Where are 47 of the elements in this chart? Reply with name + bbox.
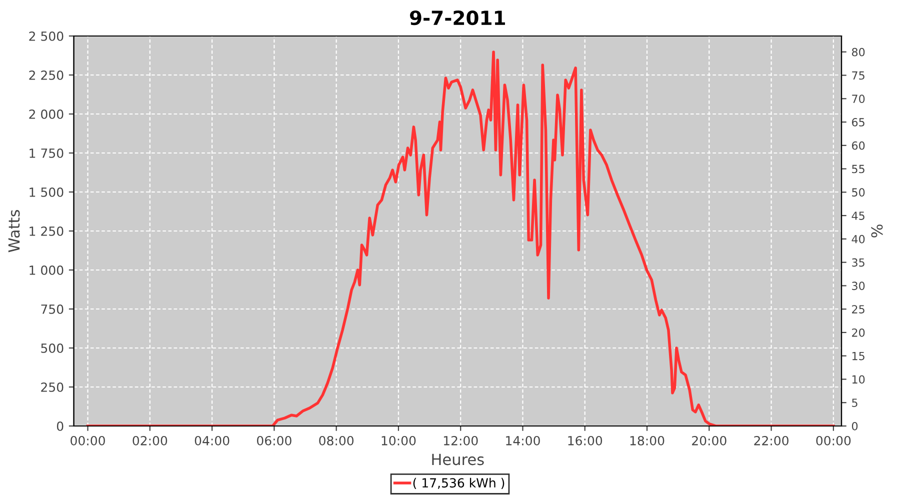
y2-tick-label: 35 [852, 258, 864, 267]
y2-tick-label: 30 [852, 282, 865, 290]
y2-tick-label: 50 [852, 188, 865, 197]
y-tick-label: 1 750 [30, 148, 64, 158]
y2-tick-label: 0 [852, 422, 858, 430]
y-tick-label: 2 000 [29, 109, 64, 119]
y2-tick-label: 20 [852, 328, 865, 337]
y2-tick-label: 75 [852, 71, 864, 80]
y2-tick-label: 70 [852, 94, 865, 104]
x-tick-label: 00:00 [70, 436, 105, 446]
y2-tick-label: 5 [852, 398, 858, 407]
y-tick-label: 1 000 [30, 265, 64, 275]
x-tick-label: 16:00 [568, 436, 602, 446]
y-tick-label: 500 [41, 343, 64, 353]
y2-tick-label: 15 [852, 352, 864, 360]
x-tick-label: 14:00 [506, 436, 540, 446]
y2-tick-label: 45 [852, 212, 864, 220]
y-axis-title: Watts [8, 210, 20, 252]
line-series [86, 50, 835, 426]
x-tick-label: 08:00 [319, 436, 354, 446]
chart-title: 9-7-2011 [410, 10, 505, 26]
x-tick-label: 02:00 [132, 436, 168, 446]
y2-tick-label: 40 [852, 234, 865, 244]
x-tick-label: 22:00 [754, 436, 788, 446]
y2-axis-title: % [871, 224, 883, 238]
y-tick-label: 1 250 [30, 226, 64, 236]
legend-label: ( 17,536 kWh ) [413, 478, 504, 490]
x-axis-title: Heures [432, 454, 484, 466]
y-tick-label: 0 [56, 421, 64, 431]
y2-tick-label: 60 [852, 141, 865, 150]
x-tick-label: 00:00 [816, 436, 851, 446]
x-tick-label: 20:00 [692, 436, 726, 446]
y-tick-label: 250 [41, 382, 64, 392]
x-tick-label: 04:00 [194, 436, 230, 446]
x-tick-label: 06:00 [257, 436, 292, 446]
x-tick-label: 12:00 [444, 436, 478, 446]
y-tick-label: 2 500 [29, 31, 64, 41]
y2-tick-label: 10 [852, 375, 865, 384]
y2-tick-label: 80 [852, 48, 865, 56]
x-tick-label: 18:00 [630, 436, 664, 446]
y2-tick-label: 65 [852, 118, 864, 126]
y-tick-label: 2 250 [29, 70, 64, 80]
y2-tick-label: 25 [852, 305, 864, 314]
y2-tick-label: 55 [852, 164, 864, 174]
y-tick-label: 1 500 [30, 187, 64, 197]
x-tick-label: 10:00 [382, 436, 416, 446]
y-tick-label: 750 [41, 304, 64, 314]
